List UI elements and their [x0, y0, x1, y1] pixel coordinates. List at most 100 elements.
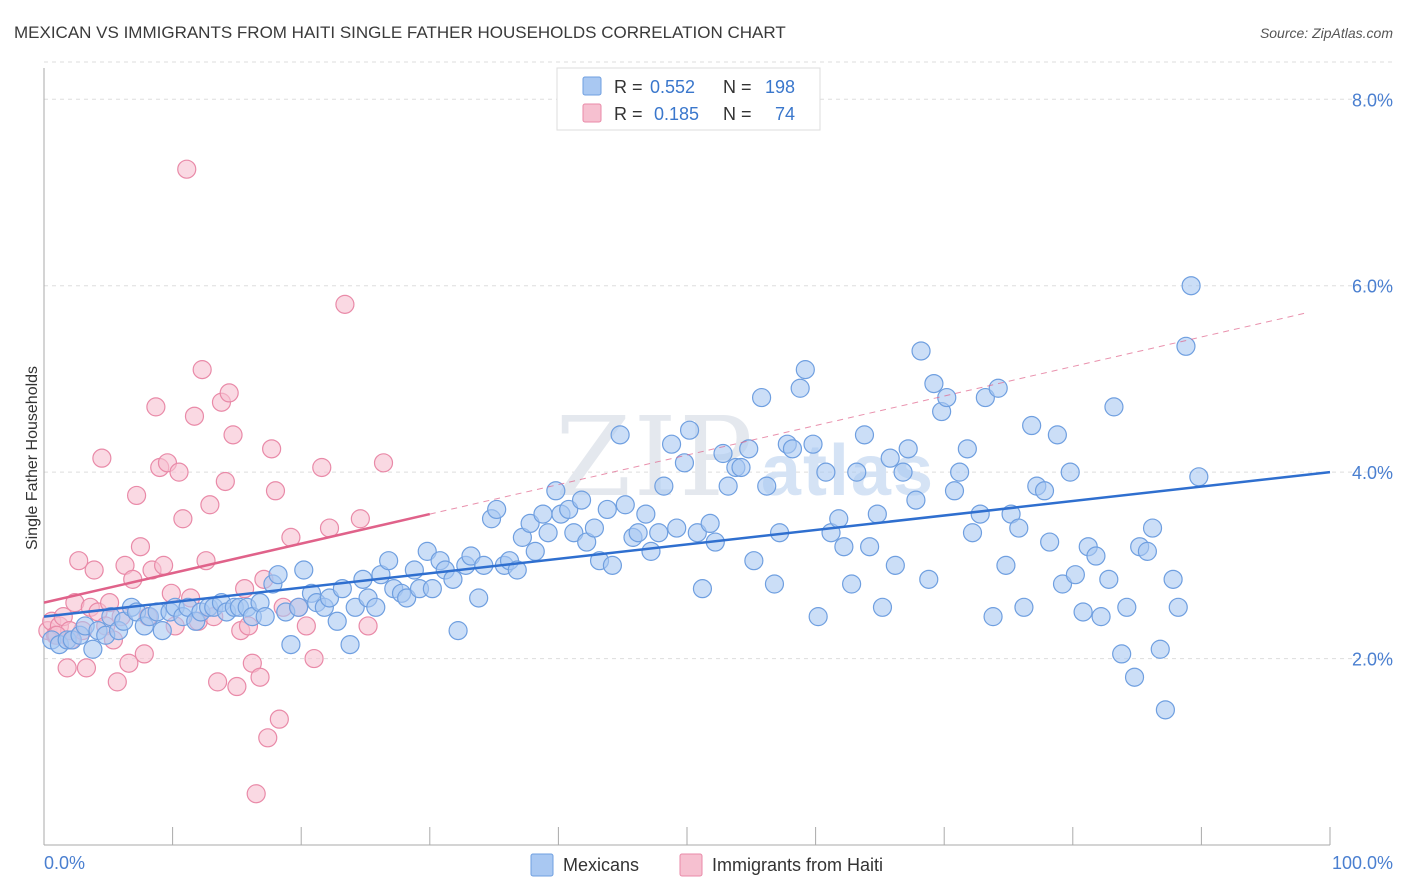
gridlines: [44, 61, 1393, 660]
point-mexicans-117: [795, 360, 815, 380]
point-mexicans-139: [937, 387, 957, 408]
point-mexicans-38: [289, 597, 309, 617]
point-mexicans-144: [970, 504, 990, 524]
point-mexicans-157: [1052, 574, 1073, 594]
point-haiti-30: [153, 555, 174, 575]
point-haiti-10: [76, 658, 97, 678]
haiti-points: [38, 159, 394, 804]
point-haiti-57: [258, 728, 278, 748]
point-haiti-64: [296, 616, 316, 636]
point-mexicans-101: [692, 579, 713, 599]
point-haiti-70: [358, 616, 378, 636]
point-mexicans-6: [83, 639, 103, 659]
point-mexicans-58: [417, 541, 437, 561]
bottom-legend-label-haiti: Immigrants from Haiti: [712, 855, 883, 875]
point-mexicans-46: [340, 634, 360, 655]
legend-n-value-mexicans: 198: [765, 77, 795, 97]
trend-line-haiti: [43, 512, 431, 604]
legend-series: Mexicans Immigrants from Haiti: [530, 853, 883, 877]
point-haiti-67: [319, 518, 340, 538]
point-mexicans-110: [751, 387, 772, 408]
point-mexicans-80: [559, 499, 579, 520]
point-haiti-47: [219, 383, 239, 403]
point-mexicans-146: [983, 607, 1003, 627]
trend-lines: [43, 312, 1331, 618]
point-mexicans-119: [808, 607, 828, 627]
legend-r-value-haiti: 0.185: [654, 104, 699, 124]
point-mexicans-105: [718, 476, 738, 496]
point-mexicans-84: [584, 518, 605, 538]
point-mexicans-55: [397, 588, 417, 608]
point-haiti-36: [177, 159, 197, 179]
point-haiti-35: [173, 509, 193, 529]
point-mexicans-78: [546, 481, 566, 501]
bottom-legend-label-mexicans: Mexicans: [563, 855, 639, 875]
point-mexicans-97: [667, 518, 687, 538]
point-mexicans-35: [268, 565, 288, 585]
point-mexicans-100: [687, 523, 707, 543]
point-mexicans-33: [255, 607, 275, 627]
legend-swatch-haiti: [582, 103, 602, 123]
point-haiti-49: [227, 676, 247, 697]
point-mexicans-89: [615, 495, 635, 515]
point-mexicans-162: [1086, 546, 1106, 566]
point-mexicans-62: [443, 569, 463, 589]
point-haiti-24: [130, 537, 151, 557]
point-haiti-42: [200, 495, 220, 515]
point-mexicans-111: [757, 476, 777, 496]
point-haiti-55: [250, 667, 270, 687]
point-mexicans-82: [571, 490, 592, 510]
point-mexicans-145: [975, 387, 995, 408]
trend-line-mexicans: [43, 470, 1331, 618]
legend-r-label-haiti: R =: [614, 104, 643, 124]
point-mexicans-131: [885, 555, 905, 575]
point-mexicans-136: [919, 569, 939, 589]
point-mexicans-92: [636, 504, 656, 524]
point-mexicans-102: [700, 513, 720, 534]
point-mexicans-44: [327, 611, 347, 631]
point-haiti-28: [146, 397, 166, 417]
point-mexicans-160: [1073, 602, 1093, 622]
point-haiti-40: [192, 360, 212, 380]
point-haiti-25: [134, 644, 154, 664]
point-mexicans-47: [345, 597, 365, 617]
point-mexicans-37: [281, 634, 301, 655]
point-mexicans-122: [829, 509, 849, 529]
point-mexicans-154: [1034, 481, 1055, 501]
point-mexicans-165: [1104, 397, 1124, 417]
point-mexicans-87: [602, 555, 623, 575]
point-mexicans-155: [1040, 532, 1060, 552]
axes: [43, 68, 1331, 846]
point-mexicans-163: [1091, 607, 1111, 627]
point-mexicans-127: [860, 537, 880, 557]
legend-swatch-mexicans: [582, 76, 602, 96]
point-haiti-46: [215, 471, 235, 492]
point-haiti-48: [223, 425, 243, 445]
point-haiti-38: [184, 406, 205, 426]
point-mexicans-132: [893, 462, 913, 482]
point-mexicans-59: [422, 579, 442, 599]
point-mexicans-152: [1022, 415, 1042, 436]
point-mexicans-175: [1168, 597, 1188, 617]
point-mexicans-156: [1047, 425, 1067, 445]
point-haiti-58: [262, 439, 282, 459]
point-mexicans-107: [731, 457, 751, 478]
point-haiti-69: [350, 509, 370, 529]
point-mexicans-125: [847, 462, 867, 482]
x-tick-label-max: 100.0%: [1332, 853, 1393, 873]
point-mexicans-173: [1155, 700, 1175, 720]
point-mexicans-116: [790, 378, 810, 398]
bottom-legend-swatch-haiti: [679, 853, 703, 877]
y-tick-label-1: 4.0%: [1352, 463, 1393, 483]
point-mexicans-96: [661, 434, 682, 454]
y-tick-labels: 2.0% 4.0% 6.0% 8.0%: [1352, 90, 1393, 669]
chart-source: Source: ZipAtlas.com: [1260, 25, 1393, 41]
legend-n-value-haiti: 74: [775, 104, 795, 124]
y-tick-label-0: 2.0%: [1352, 650, 1393, 670]
point-mexicans-120: [816, 462, 836, 482]
point-mexicans-135: [911, 341, 931, 361]
point-mexicans-133: [898, 439, 918, 459]
point-mexicans-69: [487, 499, 507, 520]
legend-r-label-mexicans: R =: [614, 77, 643, 97]
